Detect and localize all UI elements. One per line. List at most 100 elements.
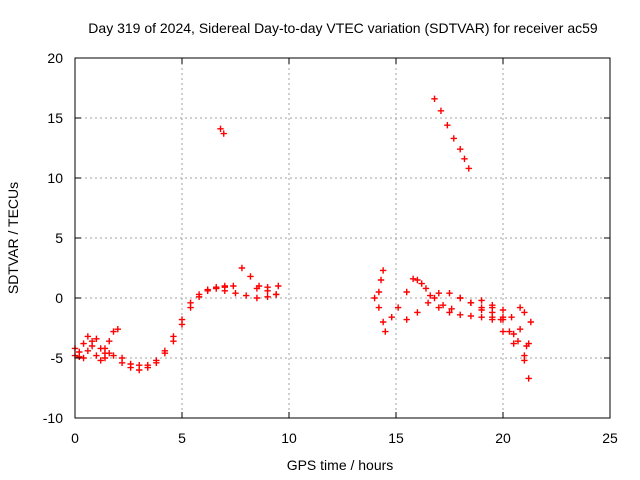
data-point [527, 318, 535, 326]
series-arc-h [217, 125, 227, 137]
data-point [418, 280, 425, 287]
x-tick-label: 25 [602, 430, 618, 446]
data-point [187, 299, 194, 306]
data-point [424, 299, 432, 306]
series-arc-n [431, 95, 472, 172]
data-point [101, 345, 109, 352]
data-point [118, 354, 126, 362]
data-point [264, 284, 271, 291]
data-point [114, 326, 121, 333]
data-point [435, 290, 442, 297]
series-arc-q [489, 304, 530, 350]
data-point [84, 347, 92, 354]
data-point [379, 267, 387, 274]
data-point [371, 294, 378, 302]
data-point [178, 316, 186, 323]
data-point [461, 155, 468, 162]
data-point [457, 294, 464, 302]
series-arc-d [118, 282, 237, 369]
data-point [489, 304, 496, 311]
data-point [422, 285, 430, 292]
data-point [379, 318, 387, 326]
data-point [508, 314, 515, 321]
chart-title: Day 319 of 2024, Sidereal Day-to-day VTE… [88, 20, 598, 36]
y-tick-label: 10 [47, 170, 63, 186]
data-point [80, 340, 87, 347]
data-point [153, 357, 160, 364]
data-point [506, 328, 513, 335]
data-point [467, 312, 475, 320]
data-point [161, 347, 169, 354]
data-point [457, 311, 464, 318]
data-point [478, 297, 485, 304]
data-points [71, 95, 535, 382]
data-point [394, 304, 402, 311]
data-point [510, 330, 517, 338]
data-point [97, 357, 104, 364]
data-point [213, 285, 220, 292]
data-point [127, 360, 134, 368]
data-point [375, 304, 383, 311]
data-point [136, 362, 143, 369]
data-point [106, 350, 113, 357]
data-point [444, 122, 451, 129]
data-point [247, 273, 254, 280]
y-tick-label: 5 [55, 230, 63, 246]
y-tick-label: 20 [47, 50, 63, 66]
data-point [264, 293, 271, 300]
data-point [232, 290, 239, 297]
data-point [93, 335, 100, 342]
x-tick-label: 20 [495, 430, 511, 446]
data-point [238, 264, 246, 272]
data-point [446, 309, 453, 316]
data-point [516, 326, 524, 333]
series-arc-r [516, 304, 535, 326]
data-point [84, 333, 92, 340]
x-tick-label: 5 [178, 430, 186, 446]
series-arc-o [457, 294, 528, 359]
data-point [414, 276, 421, 284]
y-axis-label: SDTVAR / TECUs [5, 182, 21, 294]
x-axis-label: GPS time / hours [287, 457, 394, 473]
data-point [403, 288, 410, 296]
series-arc-g [253, 282, 282, 292]
data-point [170, 333, 177, 340]
data-point [437, 107, 445, 114]
data-point [217, 125, 224, 132]
data-point [93, 352, 100, 359]
data-point [446, 290, 453, 297]
y-tick-label: 0 [55, 290, 63, 306]
data-point [76, 353, 83, 360]
x-tick-label: 15 [388, 430, 404, 446]
data-point [521, 357, 528, 364]
data-point [478, 306, 485, 314]
series-arc-i [371, 294, 389, 335]
data-point [375, 288, 383, 296]
data-point [525, 340, 532, 347]
data-point [431, 95, 438, 102]
data-point [110, 328, 117, 335]
data-point [414, 309, 421, 316]
data-point [403, 316, 410, 323]
data-point [110, 352, 117, 359]
data-point [489, 316, 496, 323]
data-point [409, 275, 417, 282]
data-point [88, 338, 96, 345]
series-arc-m [414, 276, 455, 312]
data-point [144, 362, 151, 369]
x-tick-label: 10 [281, 430, 297, 446]
data-point [220, 130, 227, 137]
data-point [525, 375, 532, 382]
data-point [499, 306, 507, 314]
series-arc-p [478, 297, 532, 382]
data-point [497, 316, 505, 323]
data-point [243, 292, 250, 299]
data-point [382, 328, 389, 335]
data-point [439, 302, 447, 309]
data-point [448, 305, 455, 312]
y-tick-label: -10 [43, 410, 63, 426]
y-tick-label: 15 [47, 110, 63, 126]
data-point [101, 354, 109, 362]
